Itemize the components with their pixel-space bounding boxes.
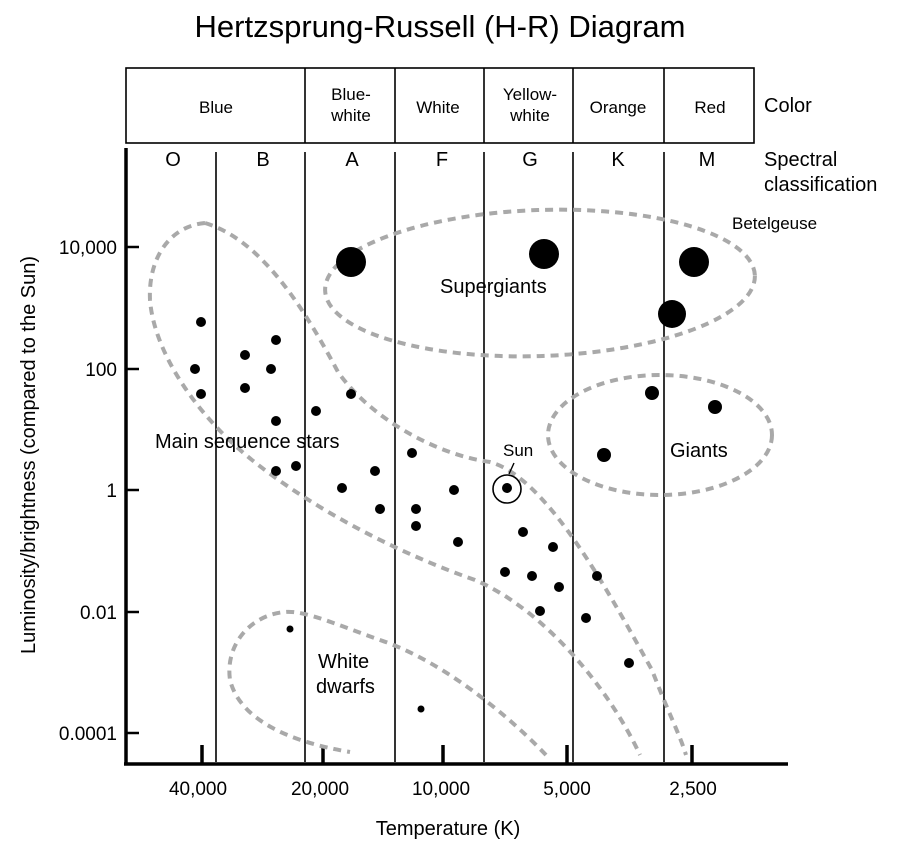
color-band-frame — [125, 67, 755, 144]
main-sequence-star — [518, 527, 528, 537]
main-sequence-label: Main sequence stars — [155, 431, 340, 453]
y-ticks — [126, 245, 139, 735]
spectral-class-m: M — [699, 149, 716, 171]
color-band: Blue Blue- white White Yellow- white Ora… — [125, 67, 755, 144]
supergiant-star — [336, 247, 366, 277]
main-sequence-region — [147, 221, 688, 756]
main-sequence-star — [527, 571, 537, 581]
supergiants-label: Supergiants — [440, 276, 547, 298]
color-blue-white-line1: Blue- — [331, 85, 371, 104]
sun-marker-ring — [492, 474, 522, 504]
supergiant-star — [658, 300, 686, 328]
x-tick-label: 40,000 — [169, 779, 227, 800]
spectral-class-a: A — [345, 149, 359, 171]
spectral-header-line1: Spectral — [764, 149, 837, 171]
spectral-class-b: B — [256, 149, 269, 171]
spectral-class-o: O — [165, 149, 181, 171]
y-tick-label: 0.01 — [80, 603, 117, 624]
main-sequence-star — [411, 504, 421, 514]
betelgeuse-label: Betelgeuse — [732, 214, 817, 233]
white-dwarfs-label-line1: White — [318, 651, 369, 673]
x-tick-label: 10,000 — [412, 779, 470, 800]
color-red: Red — [694, 98, 725, 117]
main-sequence-star — [266, 364, 276, 374]
giants-label: Giants — [670, 440, 728, 462]
main-sequence-star — [375, 504, 385, 514]
spectral-class-k: K — [611, 149, 625, 171]
main-sequence-star — [535, 606, 545, 616]
giant-star — [645, 386, 659, 400]
main-sequence-star — [190, 364, 200, 374]
giant-star — [597, 448, 611, 462]
color-header-label: Color — [764, 95, 812, 117]
color-orange: Orange — [590, 98, 647, 117]
main-sequence-star — [500, 567, 510, 577]
main-sequence-star — [271, 466, 281, 476]
white-dwarf-star — [417, 705, 425, 713]
main-sequence-star — [548, 542, 558, 552]
main-sequence-star — [311, 406, 321, 416]
supergiants-region — [323, 207, 757, 359]
color-white: White — [416, 98, 459, 117]
main-sequence-star — [271, 416, 281, 426]
sun-label: Sun — [503, 441, 533, 460]
x-tick-label: 2,500 — [669, 779, 717, 800]
main-sequence-star — [337, 483, 347, 493]
spectral-dividers — [215, 152, 665, 762]
main-sequence-star — [407, 448, 417, 458]
main-sequence-star — [271, 335, 281, 345]
main-sequence-star — [346, 389, 356, 399]
color-blue-white-line2: white — [330, 106, 371, 125]
main-sequence-star — [240, 350, 250, 360]
main-sequence-star — [581, 613, 591, 623]
betelgeuse-star — [679, 247, 709, 277]
sun-star — [502, 483, 512, 493]
diagram-title: Hertzsprung-Russell (H-R) Diagram — [195, 9, 686, 44]
sun-pointer — [508, 462, 515, 475]
y-axis-title: Luminosity/brightness (compared to the S… — [18, 256, 40, 654]
y-tick-label: 0.0001 — [59, 724, 117, 745]
x-tick-label: 5,000 — [543, 779, 591, 800]
white-dwarfs-region — [227, 609, 548, 757]
y-tick-label: 10,000 — [59, 238, 117, 259]
spectral-letters: O B A F G K M — [165, 149, 715, 171]
x-axis-title: Temperature (K) — [376, 818, 521, 840]
spectral-class-g: G — [522, 149, 538, 171]
color-blue: Blue — [199, 98, 233, 117]
white-dwarf-star — [286, 625, 294, 633]
stars — [190, 239, 722, 713]
main-sequence-star — [411, 521, 421, 531]
main-sequence-star — [624, 658, 634, 668]
color-yellow-white-line2: white — [509, 106, 550, 125]
x-tick-label: 20,000 — [291, 779, 349, 800]
white-dwarfs-label-line2: dwarfs — [316, 676, 375, 698]
spectral-header-line2: classification — [764, 174, 877, 196]
main-sequence-star — [592, 571, 602, 581]
y-tick-label: 1 — [106, 481, 117, 502]
supergiant-star — [529, 239, 559, 269]
main-sequence-star — [449, 485, 459, 495]
y-tick-label: 100 — [85, 360, 117, 381]
x-ticks — [200, 745, 694, 764]
giant-star — [708, 400, 722, 414]
main-sequence-star — [453, 537, 463, 547]
main-sequence-star — [554, 582, 564, 592]
spectral-class-f: F — [436, 149, 448, 171]
main-sequence-star — [196, 317, 206, 327]
main-sequence-star — [291, 461, 301, 471]
color-yellow-white-line1: Yellow- — [503, 85, 557, 104]
giants-region — [546, 373, 774, 497]
main-sequence-star — [240, 383, 250, 393]
main-sequence-star — [370, 466, 380, 476]
main-sequence-star — [196, 389, 206, 399]
